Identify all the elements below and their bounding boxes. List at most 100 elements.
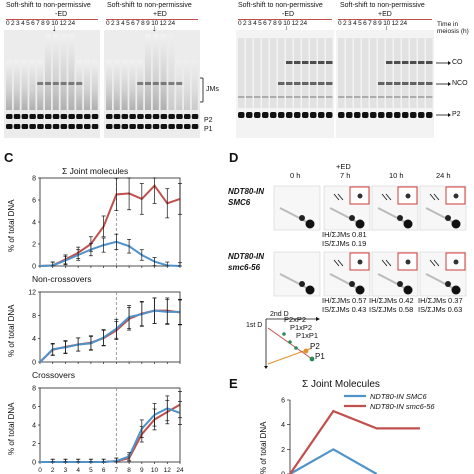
gel-smear [91, 60, 98, 110]
y-tick-label: 8 [32, 386, 36, 393]
gel-band-jm [160, 82, 167, 85]
gel-smear [254, 38, 261, 108]
inset-spot [453, 259, 459, 265]
gel-band-jm [137, 82, 144, 85]
gel-band-p1 [121, 124, 129, 129]
gel-band-p2 [13, 114, 21, 119]
jm-arrow [429, 193, 436, 201]
2d-gel-images [273, 185, 467, 297]
gel-band-p1 [160, 124, 168, 129]
gel-band-p1 [184, 124, 191, 129]
gel-band-p2 [160, 114, 168, 119]
time-in-meiosis-label: Time in meiosis (h) [437, 21, 469, 36]
gel-smear [286, 38, 293, 108]
gel-band-p2 [168, 114, 175, 119]
gel-band-p2 [302, 112, 309, 118]
red-bracket [106, 19, 198, 20]
stat-is-row2: IS/ΣJMs 0.43 [322, 305, 367, 314]
gel-band-jm [152, 82, 159, 85]
gel-band-nco [326, 82, 333, 85]
gel-image-right [236, 30, 451, 138]
gel-band [318, 96, 325, 98]
blot-spot [403, 285, 413, 295]
gel-band-p2 [145, 114, 152, 119]
panel-letter-d: D [229, 150, 239, 165]
y-tick-label: 4 [281, 422, 285, 429]
gel-band-co [302, 61, 309, 64]
gel-band-p2 [176, 114, 183, 119]
shift-label: Soft-shift to non-permissive [107, 2, 192, 9]
gel-smear [326, 38, 333, 108]
gel-band-p1 [37, 124, 44, 129]
gel-smear [354, 38, 361, 108]
series-line [40, 407, 181, 463]
jm-arrow [429, 259, 436, 267]
gel-band-p2 [37, 114, 44, 119]
gel-band [246, 96, 253, 98]
panel-letter-e: E [229, 376, 238, 391]
gel-band-nco [310, 82, 317, 85]
lane-numbers: 0 2 3 4 5 6 7 8 9 10 12 24 [6, 20, 75, 27]
stat-is-row2: IS/ΣJMs 0.63 [418, 305, 463, 314]
gel-smear [378, 38, 385, 108]
inset-spot [357, 259, 363, 265]
x-tick-label: 24 [176, 467, 184, 474]
blot-spot [305, 219, 315, 229]
x-tick-label: 8 [127, 467, 131, 474]
gel-smear [21, 60, 28, 110]
gel-band-p2 [60, 114, 68, 119]
gel-band-p1 [45, 124, 52, 129]
y-tick-label: 4 [32, 336, 36, 343]
gel-band-p1 [91, 124, 99, 129]
gel-band-p2 [262, 112, 269, 118]
band-label-jms: JMs [206, 86, 219, 93]
gel-band-p1 [168, 124, 175, 129]
gel-band [402, 96, 409, 98]
gel-band-p1 [21, 124, 29, 129]
gel-smear [310, 38, 317, 108]
gel-smear [338, 38, 345, 108]
gel-band [410, 96, 417, 98]
gel-band [354, 96, 361, 98]
schematic-label: P1 [315, 352, 325, 361]
jm-arrow [337, 259, 344, 267]
gel-band-co [394, 61, 401, 64]
gel-band [386, 96, 393, 98]
gel-band-nco [302, 82, 309, 85]
gel-band-nco [402, 82, 409, 85]
jm-arrow [433, 193, 440, 201]
gel-smear [68, 34, 75, 110]
gel-smear [168, 34, 175, 110]
red-bracket [338, 19, 432, 20]
gel-smear [106, 60, 112, 110]
gel-band-p1 [191, 124, 199, 129]
gel-band [262, 96, 269, 98]
gel-smear [184, 60, 190, 110]
gel-band-p2 [246, 112, 253, 118]
gel-band-p2 [29, 114, 36, 119]
shift-label: Soft-shift to non-permissive [340, 2, 425, 9]
condition-label: -ED [282, 11, 295, 18]
condition-label: +ED [378, 11, 392, 18]
blot-spot [397, 215, 403, 221]
gel-smear [45, 34, 51, 110]
gel-band-p2 [6, 114, 13, 119]
y-tick-label: 12 [28, 290, 36, 297]
gel-band-p2 [294, 112, 301, 118]
series-line [39, 240, 181, 267]
band-label-p2: P2 [204, 117, 213, 124]
gel-smear [278, 38, 285, 108]
gel-band-nco [278, 82, 285, 85]
y-axis-label: % of total DNA [7, 199, 16, 252]
band-label-co: CO [452, 59, 463, 66]
gel-band-co [286, 61, 293, 64]
band-label-p2: P2 [452, 111, 461, 118]
gel-band [302, 96, 309, 98]
gel-band-p2 [378, 112, 385, 118]
gel-smear [246, 38, 253, 108]
gel-band-nco [318, 82, 325, 85]
stat-is-row2: IS/ΣJMs 0.58 [369, 305, 414, 314]
chart-title: Σ Joint molecules [62, 166, 128, 176]
x-tick-label: 0 [38, 467, 42, 474]
gel-smear [60, 34, 67, 110]
